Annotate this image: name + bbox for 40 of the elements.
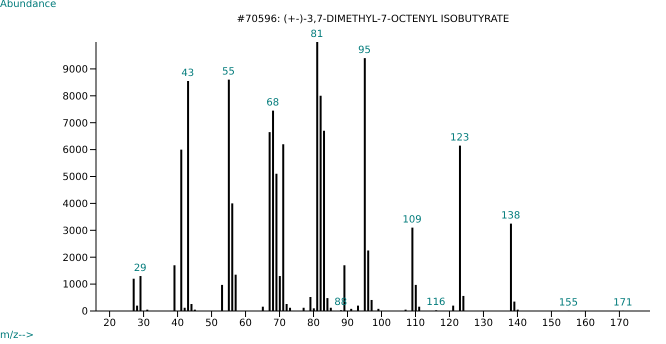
y-tick-label: 2000: [62, 252, 88, 264]
x-tick-label: 30: [137, 318, 150, 330]
x-tick-label: 60: [239, 318, 252, 330]
annotation: 109: [402, 214, 422, 226]
annotation: 155: [558, 297, 578, 308]
annotation: 116: [426, 297, 446, 308]
x-tick-label: 80: [307, 318, 320, 330]
x-tick-label: 40: [171, 318, 184, 330]
x-tick-label: 20: [103, 318, 116, 330]
annotation: 123: [450, 132, 470, 144]
x-tick-label: 130: [474, 318, 494, 330]
x-tick-label: 120: [440, 318, 460, 330]
y-tick-label: 9000: [62, 64, 88, 76]
annotation: 138: [501, 210, 520, 222]
annotation: 81: [310, 29, 324, 40]
x-tick-label: 100: [372, 318, 392, 330]
x-tick-label: 160: [576, 318, 595, 330]
chart-title: #70596: (+-)-3,7-DIMETHYL-7-OCTENYL ISOBUTYRATE: [236, 14, 510, 25]
annotation: 171: [613, 297, 632, 308]
y-tick-label: 5000: [62, 172, 88, 184]
y-tick-label: 0: [82, 306, 88, 318]
x-tick-label: 90: [341, 318, 354, 330]
x-tick-label: 110: [406, 318, 426, 330]
y-tick-label: 7000: [62, 118, 88, 130]
x-tick-label: 50: [205, 318, 218, 330]
x-tick-label: 150: [542, 318, 561, 330]
x-tick-label: 70: [273, 318, 286, 330]
annotation: 68: [266, 98, 280, 109]
x-axis-title: m/z-->: [0, 330, 34, 341]
y-tick-label: 1000: [62, 280, 88, 291]
x-tick-label: 170: [610, 318, 629, 330]
annotation: 95: [358, 45, 371, 56]
y-tick-label: 8000: [62, 91, 88, 102]
y-tick-label: 3000: [62, 226, 88, 237]
x-tick-label: 140: [508, 318, 527, 330]
y-tick-label: 6000: [62, 145, 88, 156]
annotation: 55: [222, 66, 235, 78]
annotation: 43: [181, 68, 194, 80]
y-tick-label: 4000: [62, 198, 88, 210]
annotation: 29: [134, 263, 147, 274]
